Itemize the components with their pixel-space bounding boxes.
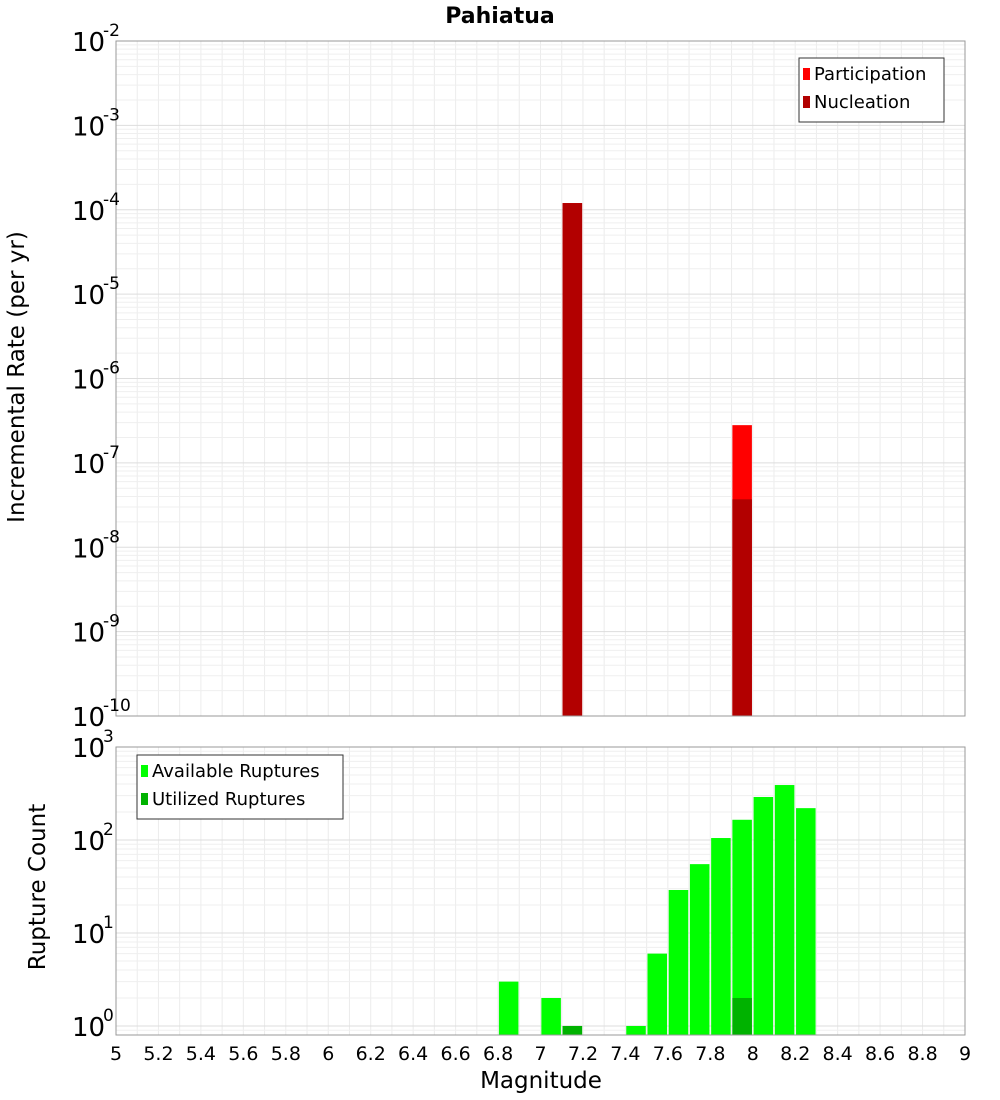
x-tick-label: 6 xyxy=(322,1043,334,1065)
count-bar-primary xyxy=(668,889,689,1035)
rate-legend-label: Participation xyxy=(814,64,926,85)
rate-y-tick-label: 10 xyxy=(72,281,105,311)
count-bar-primary xyxy=(711,838,731,1035)
rate-y-tick-exponent: -4 xyxy=(103,190,120,210)
x-tick-label: 7.6 xyxy=(653,1043,683,1065)
rate-legend-swatch xyxy=(803,96,810,108)
count-y-tick-label: 10 xyxy=(72,920,105,950)
count-legend-label: Utilized Ruptures xyxy=(152,789,305,810)
rate-y-tick-exponent: -9 xyxy=(103,612,120,632)
count-legend-label: Available Ruptures xyxy=(152,761,320,782)
rate-y-tick-exponent: -2 xyxy=(103,21,120,41)
x-axis-label: Magnitude xyxy=(480,1068,602,1094)
rate-y-tick-exponent: -3 xyxy=(103,105,120,125)
count-y-tick-exponent: 2 xyxy=(103,820,114,840)
count-bar-primary xyxy=(732,819,752,1035)
x-tick-label: 7.8 xyxy=(695,1043,725,1065)
count-legend-box xyxy=(136,754,344,820)
rate-y-tick-label: 10 xyxy=(72,112,105,142)
chart-title: Pahiatua xyxy=(445,4,555,29)
x-tick-label: 7.2 xyxy=(568,1043,598,1065)
rate-y-tick-label: 10 xyxy=(72,534,105,564)
x-tick-label: 5.4 xyxy=(186,1043,216,1065)
rate-y-tick-label: 10 xyxy=(72,28,105,58)
rate-y-tick-exponent: -6 xyxy=(103,359,120,379)
x-tick-label: 5.2 xyxy=(143,1043,173,1065)
count-bar-primary xyxy=(626,1025,646,1035)
rate-y-tick-exponent: -5 xyxy=(103,274,120,294)
rate-y-tick-exponent: -10 xyxy=(103,696,131,716)
x-tick-label: 8 xyxy=(747,1043,759,1065)
count-y-tick-label: 10 xyxy=(72,827,105,857)
x-tick-label: 6.8 xyxy=(483,1043,513,1065)
count-legend: Available Ruptures Utilized Ruptures xyxy=(136,754,344,820)
x-tick-label: 6.6 xyxy=(440,1043,470,1065)
rate-y-tick-label: 10 xyxy=(72,197,105,227)
count-y-tick-exponent: 1 xyxy=(103,913,114,933)
x-tick-label: 6.2 xyxy=(356,1043,386,1065)
count-bar-primary xyxy=(689,864,710,1035)
count-bar-primary xyxy=(753,796,774,1035)
count-bar-secondary xyxy=(562,1025,583,1035)
x-tick-label: 7 xyxy=(534,1043,546,1065)
count-y-tick-exponent: 0 xyxy=(103,1006,114,1026)
x-tick-label: 8.6 xyxy=(865,1043,895,1065)
x-tick-label: 8.8 xyxy=(907,1043,937,1065)
rate-legend-label: Nucleation xyxy=(814,92,910,113)
x-tick-label: 6.4 xyxy=(398,1043,428,1065)
count-y-tick-label: 10 xyxy=(72,734,105,764)
count-bar-primary xyxy=(796,808,816,1035)
count-legend-swatch xyxy=(141,793,148,805)
x-tick-label: 8.2 xyxy=(780,1043,810,1065)
x-tick-label: 8.4 xyxy=(823,1043,853,1065)
x-tick-label: 5.6 xyxy=(228,1043,258,1065)
rate-legend: Participation Nucleation xyxy=(798,57,945,123)
count-y-tick-label: 10 xyxy=(72,1013,105,1043)
rate-frame xyxy=(115,40,966,717)
x-tick-label: 5 xyxy=(110,1043,122,1065)
rate-bar-secondary xyxy=(562,203,583,716)
count-bar-primary xyxy=(541,997,561,1035)
rate-y-tick-label: 10 xyxy=(72,703,105,733)
rate-y-tick-label: 10 xyxy=(72,450,105,480)
count-bar-secondary xyxy=(732,997,752,1035)
x-tick-label: 9 xyxy=(959,1043,971,1065)
rate-panel: 10-1010-910-810-710-610-510-410-310-2Par… xyxy=(72,21,966,733)
count-bar-primary xyxy=(647,953,668,1035)
count-frame xyxy=(115,746,966,1036)
rate-y-tick-exponent: -8 xyxy=(103,527,120,547)
rate-y-tick-exponent: -7 xyxy=(103,443,120,463)
x-tick-label: 7.4 xyxy=(610,1043,640,1065)
rate-y-tick-label: 10 xyxy=(72,619,105,649)
rate-y-tick-label: 10 xyxy=(72,366,105,396)
count-y-tick-exponent: 3 xyxy=(103,727,114,747)
x-tick-label: 5.8 xyxy=(271,1043,301,1065)
count-bar-primary xyxy=(498,981,519,1035)
rate-bar-secondary xyxy=(732,499,752,716)
rate-legend-swatch xyxy=(803,68,810,80)
count-legend-swatch xyxy=(141,765,148,777)
count-bar-primary xyxy=(774,785,795,1035)
rate-legend-box xyxy=(798,57,945,123)
